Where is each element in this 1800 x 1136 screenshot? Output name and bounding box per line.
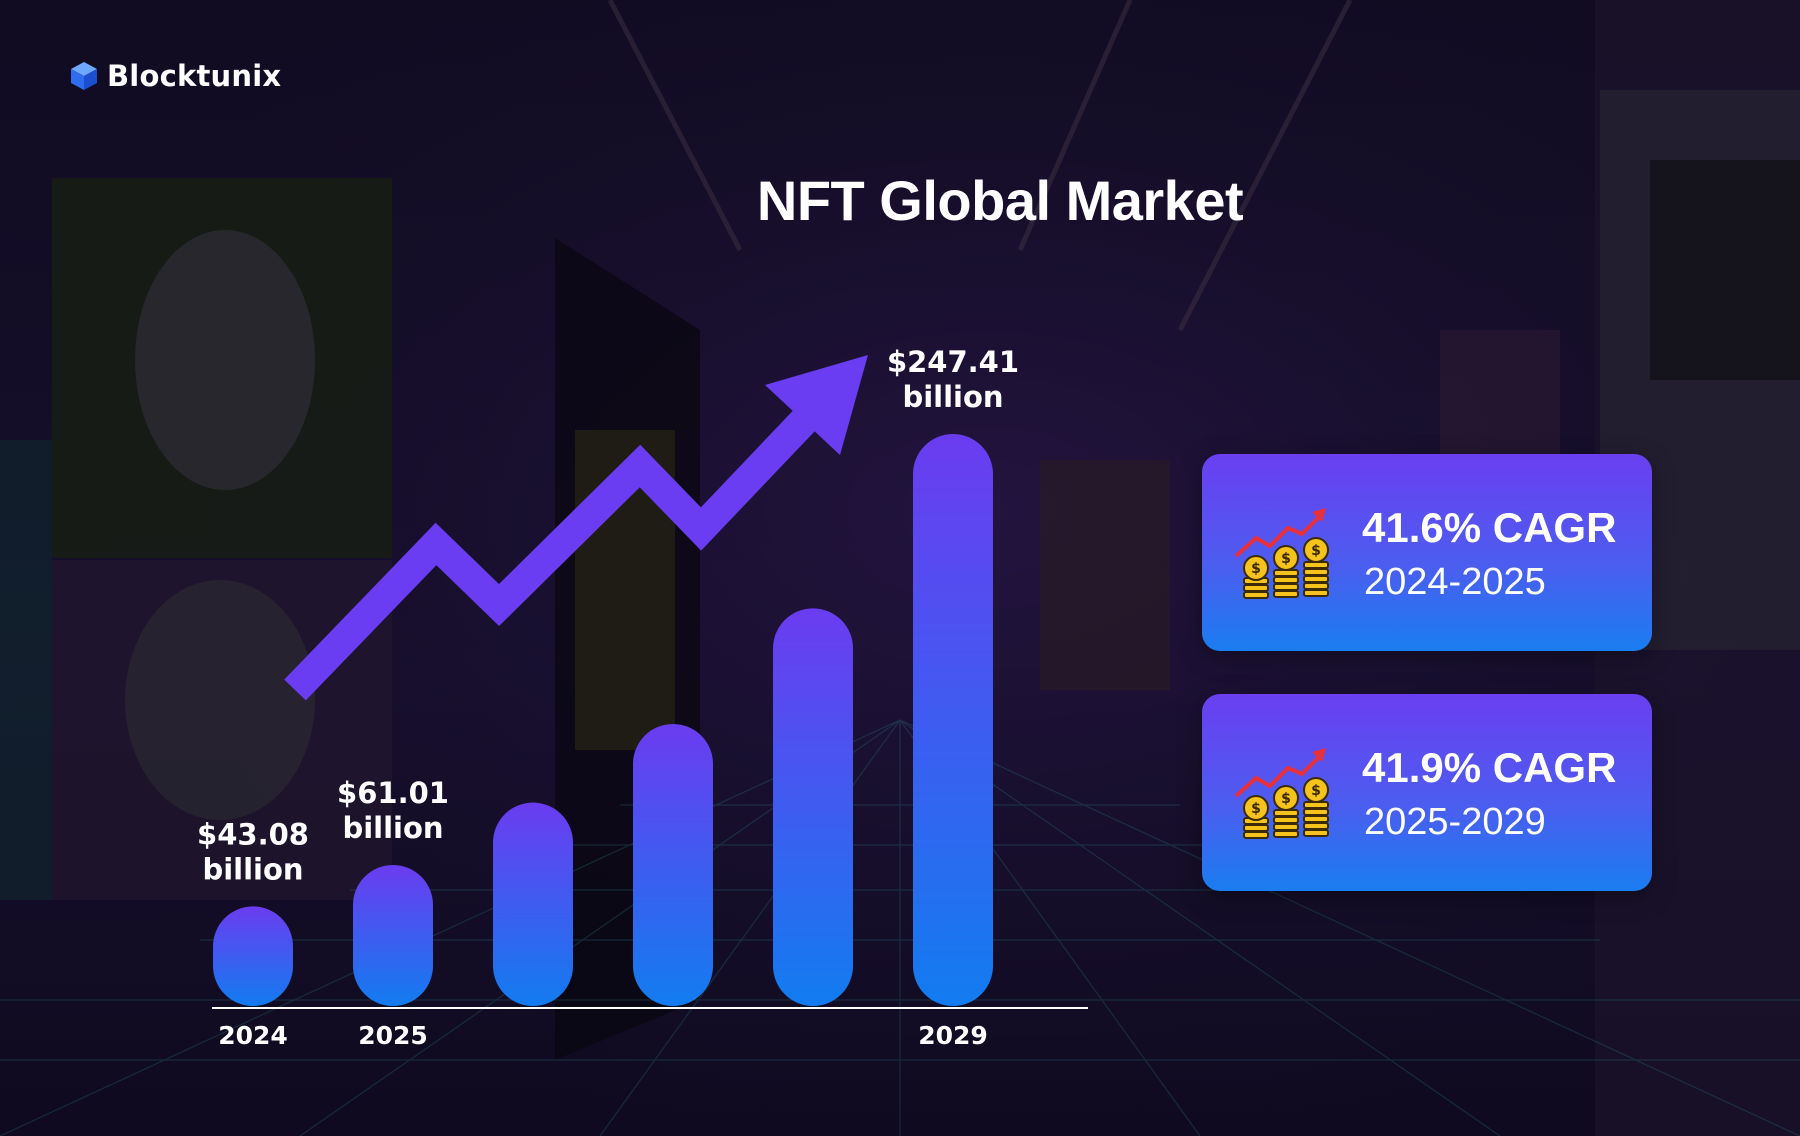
cagr-value: 41.9% CAGR [1362, 744, 1617, 791]
svg-text:$: $ [1251, 561, 1261, 577]
bar-series-4 [773, 608, 853, 1006]
chart-title: NFT Global Market [756, 169, 1244, 232]
trend-arrow [284, 393, 831, 701]
x-tick-label: 2029 [918, 1021, 988, 1050]
x-tick-label: 2024 [218, 1021, 288, 1050]
bar-series-3 [633, 723, 713, 1006]
bar-value-label: $61.01 [337, 776, 449, 810]
trend-arrowhead [765, 355, 868, 455]
brand-name: Blocktunix [107, 59, 282, 93]
svg-text:$: $ [1281, 551, 1291, 567]
svg-text:$: $ [1251, 801, 1261, 817]
bar-value-unit: billion [202, 852, 303, 886]
bar-2025 [353, 864, 433, 1006]
bar-2024 [213, 906, 293, 1006]
svg-text:$: $ [1311, 543, 1321, 559]
brand-logo[interactable]: Blocktunix [70, 58, 281, 94]
bar-value-unit: billion [342, 811, 443, 845]
cagr-period: 2024-2025 [1364, 561, 1546, 603]
svg-text:$: $ [1281, 791, 1291, 807]
cagr-period: 2025-2029 [1364, 801, 1546, 843]
bar-series-2 [493, 802, 573, 1006]
cagr-value: 41.6% CAGR [1362, 504, 1617, 551]
growth-coins-icon: $ $ $ [1234, 748, 1329, 839]
bar-value-unit: billion [902, 380, 1003, 414]
bar-value-label: $247.41 [887, 345, 1019, 379]
bar-2029 [913, 434, 993, 1006]
cube-icon [71, 62, 97, 90]
bar-value-label: $43.08 [197, 817, 309, 851]
cagr-card-1: $ $ $ 41.6% CAGR 2024-2025 [1202, 454, 1652, 651]
svg-text:$: $ [1311, 783, 1321, 799]
cagr-card-2: $ $ $ 41.9% CAGR 2025-2029 [1202, 694, 1652, 891]
growth-coins-icon: $ $ $ [1234, 508, 1329, 599]
x-tick-label: 2025 [358, 1021, 428, 1050]
